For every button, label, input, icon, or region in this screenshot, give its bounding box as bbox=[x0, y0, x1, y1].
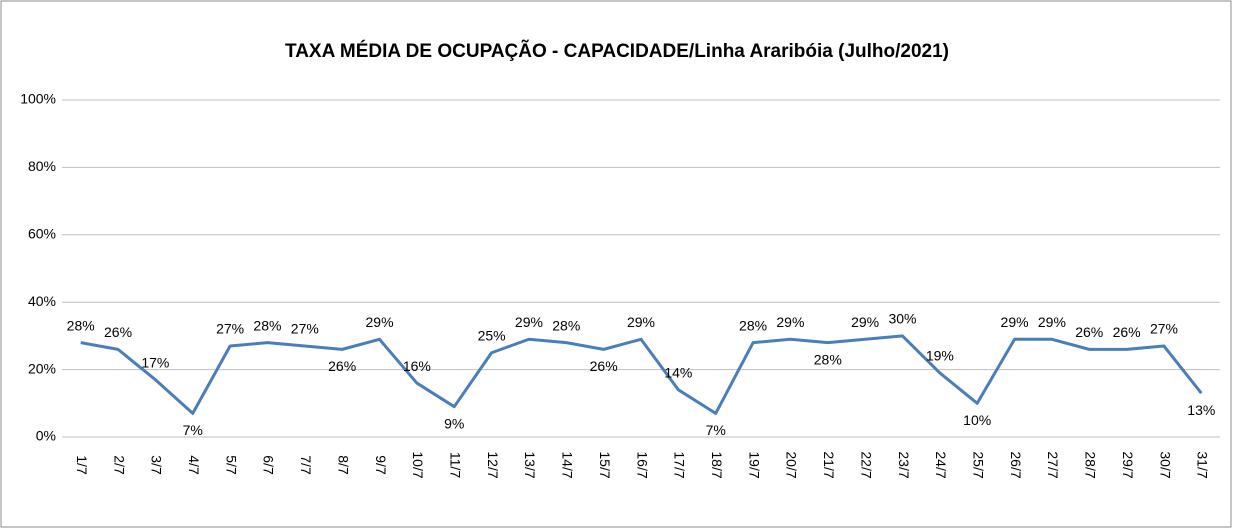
y-tick-label: 60% bbox=[28, 226, 56, 242]
data-label: 29% bbox=[776, 314, 804, 330]
x-tick-label: 21/7 bbox=[821, 451, 837, 478]
y-tick-label: 20% bbox=[28, 360, 56, 376]
y-tick-label: 80% bbox=[28, 158, 56, 174]
x-tick-label: 10/7 bbox=[410, 451, 426, 478]
x-tick-label: 12/7 bbox=[485, 451, 501, 478]
x-tick-label: 8/7 bbox=[335, 455, 351, 475]
data-label: 29% bbox=[515, 314, 543, 330]
x-tick-label: 26/7 bbox=[1008, 451, 1024, 478]
data-label: 16% bbox=[403, 358, 431, 374]
x-tick-label: 17/7 bbox=[672, 451, 688, 478]
x-tick-label: 3/7 bbox=[149, 455, 165, 475]
x-tick-label: 15/7 bbox=[597, 451, 613, 478]
y-tick-label: 100% bbox=[20, 91, 56, 107]
data-label: 26% bbox=[1075, 324, 1103, 340]
data-label: 25% bbox=[478, 327, 506, 343]
x-tick-label: 5/7 bbox=[223, 455, 239, 475]
data-label: 28% bbox=[739, 317, 767, 333]
data-label: 26% bbox=[104, 324, 132, 340]
x-tick-label: 23/7 bbox=[896, 451, 912, 478]
x-tick-label: 30/7 bbox=[1157, 451, 1173, 478]
data-label: 30% bbox=[888, 311, 916, 327]
data-label: 28% bbox=[552, 317, 580, 333]
y-tick-label: 40% bbox=[28, 293, 56, 309]
data-label: 26% bbox=[1113, 324, 1141, 340]
data-label: 9% bbox=[444, 415, 464, 431]
x-tick-label: 14/7 bbox=[560, 451, 576, 478]
data-label: 26% bbox=[590, 358, 618, 374]
data-label: 29% bbox=[851, 314, 879, 330]
x-tick-label: 28/7 bbox=[1083, 451, 1099, 478]
x-tick-label: 22/7 bbox=[858, 451, 874, 478]
x-tick-label: 18/7 bbox=[709, 451, 725, 478]
x-tick-label: 31/7 bbox=[1195, 451, 1211, 478]
y-tick-label: 0% bbox=[36, 428, 56, 444]
data-label: 14% bbox=[664, 365, 692, 381]
x-tick-label: 24/7 bbox=[933, 451, 949, 478]
x-tick-label: 29/7 bbox=[1120, 451, 1136, 478]
data-label: 17% bbox=[141, 354, 169, 370]
x-tick-label: 6/7 bbox=[261, 455, 277, 475]
x-tick-label: 9/7 bbox=[373, 455, 389, 475]
data-label: 19% bbox=[926, 348, 954, 364]
data-label: 29% bbox=[366, 314, 394, 330]
data-label: 28% bbox=[814, 351, 842, 367]
data-label: 7% bbox=[183, 422, 203, 438]
data-label: 7% bbox=[706, 422, 726, 438]
data-label: 28% bbox=[253, 317, 281, 333]
data-label: 29% bbox=[627, 314, 655, 330]
data-label: 10% bbox=[963, 412, 991, 428]
x-tick-label: 13/7 bbox=[522, 451, 538, 478]
line bbox=[80, 334, 1203, 415]
x-tick-label: 7/7 bbox=[298, 455, 314, 475]
data-label: 29% bbox=[1038, 314, 1066, 330]
x-tick-label: 27/7 bbox=[1045, 451, 1061, 478]
chart-title: TAXA MÉDIA DE OCUPAÇÃO - CAPACIDADE/Linh… bbox=[285, 40, 949, 62]
data-label: 26% bbox=[328, 358, 356, 374]
x-tick-label: 2/7 bbox=[111, 455, 127, 475]
data-label: 27% bbox=[216, 321, 244, 337]
x-tick-label: 1/7 bbox=[74, 455, 90, 475]
x-tick-label: 25/7 bbox=[970, 451, 986, 478]
x-tick-label: 16/7 bbox=[634, 451, 650, 478]
x-tick-label: 20/7 bbox=[784, 451, 800, 478]
data-label: 13% bbox=[1187, 402, 1215, 418]
x-tick-label: 19/7 bbox=[746, 451, 762, 478]
x-tick-label: 11/7 bbox=[448, 452, 464, 478]
x-tick-label: 4/7 bbox=[186, 455, 202, 475]
data-label: 27% bbox=[1150, 321, 1178, 337]
data-label: 29% bbox=[1001, 314, 1029, 330]
data-label: 27% bbox=[291, 321, 319, 337]
data-label: 28% bbox=[67, 317, 95, 333]
